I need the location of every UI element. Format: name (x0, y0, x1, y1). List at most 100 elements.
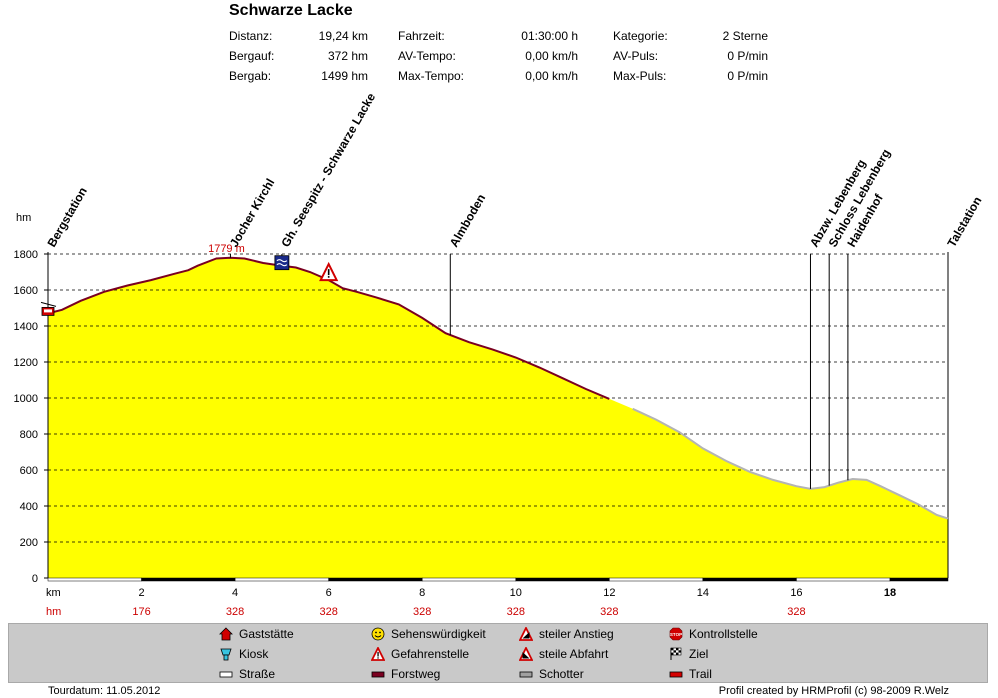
kiosk-icon (219, 647, 233, 661)
legend-item-kiosk: Kiosk (219, 647, 268, 661)
km-bar-segment (421, 577, 517, 582)
stat-value-max-tempo: 0,00 km/h (525, 69, 578, 83)
stat-label-bergauf: Bergauf: (229, 49, 275, 63)
legend-label: Forstweg (391, 667, 441, 681)
stat-value-bergauf: 372 hm (327, 49, 368, 63)
forstweg-icon (371, 667, 385, 681)
km-bar-segment (515, 577, 610, 582)
gaststaette-icon (219, 627, 233, 641)
gefahrenstelle-marker-mark (327, 269, 330, 276)
strasse-icon (219, 667, 233, 681)
chart-title: Schwarze Lacke (229, 2, 353, 19)
y-tick-label: 0 (32, 573, 38, 585)
legend-label: steile Abfahrt (539, 647, 609, 661)
y-tick-label: 1800 (14, 249, 38, 261)
elevation-profile-chart: 0 200 400 600 800 1000 1200 1400 1600 1800 hm km 2 4 6… (14, 90, 985, 618)
x-tick-label: 6 (326, 587, 332, 599)
x-tick-label: 8 (419, 587, 425, 599)
y-tick-label: 800 (20, 429, 38, 441)
legend-label: Gefahrenstelle (391, 647, 470, 661)
waypoint-label: Gh. Seespitz - Schwarze Lacke (278, 90, 378, 249)
svg-text:STOP: STOP (670, 632, 682, 637)
profile-line-forstweg (47, 256, 610, 400)
stat-label-kategorie: Kategorie: (613, 29, 668, 43)
waypoint-label: Jocher Kirchl (227, 176, 277, 249)
y-tick-label: 1600 (14, 285, 38, 297)
stat-value-bergab: 1499 hm (321, 69, 368, 83)
km-bar-segment (702, 577, 797, 582)
profile-area (48, 257, 948, 578)
y-tick-label: 600 (20, 465, 38, 477)
legend-item-sehenswuerdigkeit: Sehenswürdigkeit (371, 627, 486, 641)
hm-row-value: 328 (600, 606, 618, 618)
legend-label: steiler Anstieg (539, 627, 614, 641)
sehenswuerdigkeit-icon (371, 627, 385, 641)
stat-value-av-tempo: 0,00 km/h (525, 49, 578, 63)
x-tick-label: 16 (790, 587, 802, 599)
waypoint-label: Almboden (447, 192, 488, 250)
y-tick-label: 200 (20, 537, 38, 549)
legend-item-forstweg: Forstweg (371, 667, 440, 681)
profile-line-schotter (632, 407, 949, 520)
legend-label: Kiosk (239, 647, 269, 661)
stat-value-max-puls: 0 P/min (727, 69, 768, 83)
km-bar-segment (47, 577, 142, 582)
legend-label: Kontrollstelle (689, 627, 758, 641)
stat-label-fahrzeit: Fahrzeit: (398, 29, 445, 43)
x-tick-label: 12 (603, 587, 615, 599)
legend-label: Sehenswürdigkeit (391, 627, 486, 641)
stat-value-fahrzeit: 01:30:00 h (521, 29, 578, 43)
stat-label-max-tempo: Max-Tempo: (398, 69, 465, 83)
waypoint-label: Bergstation (44, 185, 89, 250)
credits: Profil created by HRMProfil (c) 98-2009 … (718, 685, 949, 697)
stat-value-distanz: 19,24 km (318, 29, 368, 43)
hm-row-value: 328 (413, 606, 431, 618)
x-tick-label: 4 (232, 587, 238, 599)
waypoint-label: Talstation (944, 194, 984, 249)
hm-row-value: 328 (787, 606, 805, 618)
y-tick-label: 1200 (14, 357, 38, 369)
legend-item-ziel: Ziel (669, 647, 708, 661)
steile-abfahrt-icon (519, 647, 533, 661)
km-bar-segment (609, 577, 704, 582)
legend-item-steile-abfahrt: steile Abfahrt (519, 647, 608, 661)
legend-label: Trail (689, 667, 712, 681)
legend: Gaststätte Kiosk Straße Sehenswürdigkeit… (8, 623, 988, 683)
legend-item-gaststaette: Gaststätte (219, 627, 294, 641)
legend-item-schotter: Schotter (519, 667, 584, 681)
km-bar-segment (796, 577, 891, 582)
hm-row-value: 328 (507, 606, 525, 618)
km-bar-segment (141, 577, 236, 582)
y-tick-label: 400 (20, 501, 38, 513)
gefahrenstelle-marker-dot (327, 276, 330, 278)
steiler-anstieg-icon (519, 627, 533, 641)
trail-icon (669, 667, 683, 681)
legend-label: Straße (239, 667, 276, 681)
y-tick-label: 1000 (14, 393, 38, 405)
legend-label: Schotter (539, 667, 584, 681)
tour-date: Tourdatum: 11.05.2012 (48, 685, 161, 697)
ziel-icon (669, 647, 683, 661)
hm-row-value: 176 (132, 606, 150, 618)
stat-label-av-tempo: AV-Tempo: (398, 49, 456, 63)
km-bar-segment (234, 577, 329, 582)
stat-label-av-puls: AV-Puls: (613, 49, 659, 63)
gefahrenstelle-icon (371, 647, 385, 661)
kontrollstelle-icon: STOP (669, 627, 683, 641)
legend-item-kontrollstelle: STOP Kontrollstelle (669, 627, 758, 641)
see-icon (274, 255, 290, 271)
x-tick-label: 10 (510, 587, 522, 599)
stat-label-max-puls: Max-Puls: (613, 69, 667, 83)
stat-label-distanz: Distanz: (229, 29, 273, 43)
hm-row-value: 328 (319, 606, 337, 618)
stat-value-av-puls: 0 P/min (727, 49, 768, 63)
seilbahn-icon-window (44, 309, 52, 313)
legend-item-strasse: Straße (219, 667, 275, 681)
x-axis-label: km (46, 587, 61, 599)
km-bar-segment (328, 577, 423, 582)
x-tick-label: 18 (884, 587, 896, 599)
x-tick-label: 2 (138, 587, 144, 599)
schotter-icon (519, 667, 533, 681)
max-elevation-label: 1779 m (208, 243, 245, 255)
stat-value-kategorie: 2 Sterne (722, 29, 768, 43)
